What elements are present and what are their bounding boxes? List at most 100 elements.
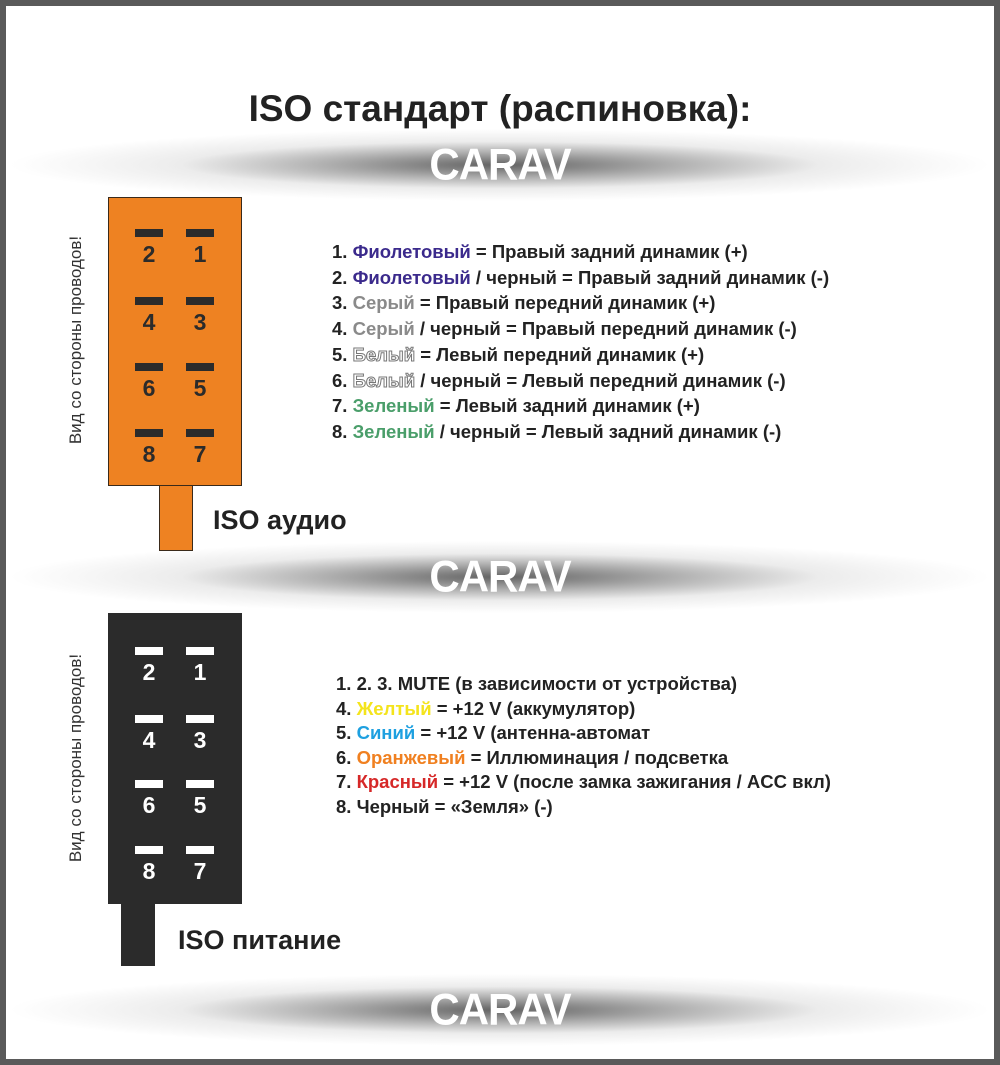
pin-contact <box>186 229 214 237</box>
pin-function: / черный = Правый задний динамик (-) <box>470 266 830 288</box>
wire-color-name: Синий <box>356 722 416 744</box>
iso-power-label: ISO питание <box>178 925 342 955</box>
wire-color-name: Белый <box>352 343 416 365</box>
pinout-item: 2. Фиолетовый / черный = Правый задний д… <box>332 265 829 291</box>
pin-label: 3. <box>332 292 353 314</box>
pin-label: 4. <box>332 318 353 340</box>
wire-color-name: Красный <box>356 771 439 793</box>
pin-label: 6. <box>336 746 357 768</box>
audio-pinout-list: 1. Фиолетовый = Правый задний динамик (+… <box>332 239 829 445</box>
pin-4: 4 <box>129 715 169 765</box>
iso-power-connector-tab <box>121 903 155 966</box>
pin-contact <box>135 780 163 788</box>
wire-color-name: Фиолетовый <box>352 241 471 262</box>
pin-contact <box>186 429 214 437</box>
pin-1: 1 <box>180 229 220 279</box>
pin-contact <box>135 363 163 371</box>
pin-number: 3 <box>193 309 207 335</box>
pin-contact <box>135 647 163 655</box>
pin-label: 2. <box>332 266 353 288</box>
pin-number: 4 <box>142 727 156 753</box>
wire-color-name: Серый <box>352 292 415 314</box>
wire-color-name: Белый <box>352 369 416 391</box>
pin-function: / черный = Правый передний динамик (-) <box>414 318 797 340</box>
pin-number: 1 <box>193 241 207 267</box>
pin-label: 7. <box>332 395 353 417</box>
pin-6: 6 <box>129 780 169 830</box>
pin-number: 5 <box>193 792 207 818</box>
pin-function: = Иллюминация / подсветка <box>465 746 729 768</box>
pin-function: = +12 V (аккумулятор) <box>431 697 636 719</box>
pin-number: 8 <box>142 858 156 884</box>
pinout-item: 5. Белый = Левый передний динамик (+) <box>332 342 829 368</box>
pin-contact <box>186 846 214 854</box>
pin-number: 6 <box>142 792 156 818</box>
pin-8: 8 <box>129 846 169 896</box>
pinout-item: 1. Фиолетовый = Правый задний динамик (+… <box>332 239 829 265</box>
pin-function: = +12 V (после замка зажигания / ACC вкл… <box>438 771 831 793</box>
wire-color-name: Фиолетовый <box>352 266 471 288</box>
pinout-item: 6. Оранжевый = Иллюминация / подсветка <box>336 746 831 771</box>
pin-3: 3 <box>180 297 220 347</box>
pin-number: 6 <box>142 375 156 401</box>
pin-function: = Правый передний динамик (+) <box>414 292 716 314</box>
pin-label: 5. <box>332 343 353 365</box>
wire-color-name: Зеленый <box>352 420 435 442</box>
pin-number: 5 <box>193 375 207 401</box>
carav-logo: CARAV <box>10 974 990 1046</box>
pin-number: 7 <box>193 858 207 884</box>
pin-number: 3 <box>193 727 207 753</box>
pin-contact <box>135 715 163 723</box>
pin-label: 1. 2. 3. MUTE (в зависимости от устройст… <box>336 673 738 694</box>
iso-power-connector <box>108 613 242 904</box>
pin-1: 1 <box>180 647 220 697</box>
wire-color-name: Зеленый <box>352 395 435 417</box>
carav-logo: CARAV <box>10 541 990 613</box>
pin-function: = Левый задний динамик (+) <box>434 395 700 417</box>
pin-label: 6. <box>332 369 353 391</box>
pin-contact <box>135 846 163 854</box>
carav-logo: CARAV <box>10 129 990 201</box>
pinout-item: 3. Серый = Правый передний динамик (+) <box>332 290 829 316</box>
pin-number: 1 <box>193 659 207 685</box>
pin-7: 7 <box>180 429 220 479</box>
pinout-item: 1. 2. 3. MUTE (в зависимости от устройст… <box>336 672 831 697</box>
pin-4: 4 <box>129 297 169 347</box>
pin-label: 7. <box>336 771 357 793</box>
view-note-audio: Вид со стороны проводов! <box>66 235 85 445</box>
pin-number: 4 <box>142 309 156 335</box>
pin-label: 4. <box>336 697 357 719</box>
pin-label: 8. Черный = «Земля» (-) <box>336 795 553 817</box>
pin-7: 7 <box>180 846 220 896</box>
pin-6: 6 <box>129 363 169 413</box>
pinout-item: 8. Черный = «Земля» (-) <box>336 795 831 820</box>
pin-contact <box>186 647 214 655</box>
pinout-item: 8. Зеленый / черный = Левый задний динам… <box>332 419 829 445</box>
pin-function: / черный = Левый передний динамик (-) <box>415 369 786 391</box>
pin-8: 8 <box>129 429 169 479</box>
pin-contact <box>186 780 214 788</box>
pinout-item: 4. Серый / черный = Правый передний дина… <box>332 316 829 342</box>
pinout-item: 7. Красный = +12 V (после замка зажигани… <box>336 770 831 795</box>
pin-2: 2 <box>129 647 169 697</box>
pin-function: = Левый передний динамик (+) <box>415 343 705 365</box>
pin-5: 5 <box>180 780 220 830</box>
wire-color-name: Оранжевый <box>356 746 466 768</box>
pinout-item: 6. Белый / черный = Левый передний динам… <box>332 368 829 394</box>
pin-contact <box>186 363 214 371</box>
page-title: ISO стандарт (распиновка): <box>248 88 752 129</box>
pinout-item: 7. Зеленый = Левый задний динамик (+) <box>332 393 829 419</box>
pin-contact <box>186 297 214 305</box>
pin-contact <box>135 229 163 237</box>
wire-color-name: Желтый <box>356 697 432 719</box>
pin-number: 7 <box>193 441 207 467</box>
wire-color-name: Серый <box>352 318 415 340</box>
pin-contact <box>135 297 163 305</box>
pin-number: 2 <box>142 659 156 685</box>
pin-contact <box>135 429 163 437</box>
pinout-item: 5. Синий = +12 V (антенна-автомат <box>336 721 831 746</box>
iso-audio-connector-tab <box>159 485 193 551</box>
pin-2: 2 <box>129 229 169 279</box>
pin-function: = +12 V (антенна-автомат <box>415 722 651 744</box>
